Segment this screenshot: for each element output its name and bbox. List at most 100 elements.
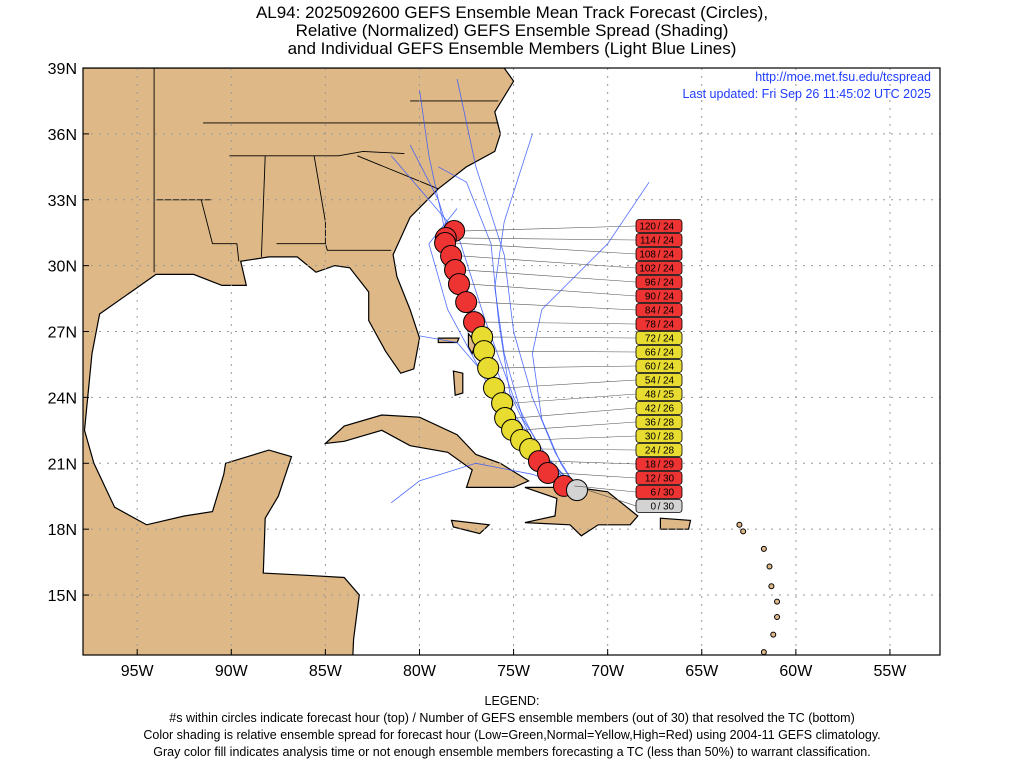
track-point-label: 6/30 bbox=[574, 485, 683, 499]
member-count-label: 28 bbox=[663, 418, 675, 429]
label-swatch bbox=[635, 401, 683, 415]
label-swatch bbox=[635, 499, 683, 513]
leader-line bbox=[515, 407, 637, 419]
leader-line bbox=[464, 225, 637, 232]
leader-line bbox=[456, 237, 637, 241]
forecast-hour-label: 42 bbox=[645, 404, 657, 415]
state-border bbox=[200, 199, 240, 262]
label-swatch bbox=[635, 233, 683, 247]
ensemble-member-track bbox=[456, 78, 578, 490]
forecast-hour-label: 0 bbox=[650, 502, 656, 513]
x-tick-label: 60W bbox=[779, 663, 813, 680]
label-separator: / bbox=[658, 376, 661, 387]
y-tick-label: 15N bbox=[48, 588, 77, 605]
track-point-label: 30/28 bbox=[531, 429, 683, 443]
track-circle bbox=[477, 356, 500, 379]
label-swatch bbox=[635, 429, 683, 443]
island bbox=[760, 649, 767, 655]
leader-line bbox=[461, 255, 637, 269]
island bbox=[774, 614, 781, 621]
map-frame bbox=[82, 67, 941, 656]
forecast-hour-label: 102 bbox=[639, 264, 656, 275]
member-count-label: 24 bbox=[663, 236, 675, 247]
track-point-label: 102/24 bbox=[461, 255, 683, 275]
label-separator: / bbox=[658, 446, 661, 457]
leader-line bbox=[549, 460, 637, 465]
label-separator: / bbox=[658, 474, 661, 485]
chart-title-line-2: Relative (Normalized) GEFS Ensemble Spre… bbox=[295, 21, 729, 40]
label-separator: / bbox=[658, 250, 661, 261]
member-count-label: 24 bbox=[663, 334, 675, 345]
y-tick-label: 39N bbox=[48, 61, 77, 78]
track-point-label: 120/24 bbox=[464, 219, 683, 233]
forecast-hour-label: 12 bbox=[645, 474, 657, 485]
member-count-label: 28 bbox=[663, 446, 675, 457]
label-swatch bbox=[635, 387, 683, 401]
track-point-label: 114/24 bbox=[456, 233, 683, 247]
leader-line bbox=[540, 448, 637, 451]
source-url[interactable]: http://moe.met.fsu.edu/tcspread bbox=[755, 70, 931, 84]
forecast-hour-label: 60 bbox=[645, 362, 657, 373]
legend-line-3: Gray color fill indicates analysis time … bbox=[153, 745, 871, 759]
legend-heading: LEGEND: bbox=[484, 694, 540, 708]
island bbox=[768, 583, 775, 590]
track-point-label: 60/24 bbox=[498, 359, 683, 373]
track-circle bbox=[455, 291, 478, 314]
label-swatch bbox=[635, 331, 683, 345]
track-point-label: 96/24 bbox=[465, 269, 683, 289]
leader-line bbox=[531, 435, 637, 441]
label-separator: / bbox=[658, 460, 661, 471]
member-count-label: 25 bbox=[663, 390, 675, 401]
leader-line bbox=[455, 242, 637, 255]
forecast-hour-label: 18 bbox=[645, 460, 657, 471]
member-count-label: 24 bbox=[663, 306, 675, 317]
label-swatch bbox=[635, 457, 683, 471]
member-count-label: 26 bbox=[663, 404, 675, 415]
label-swatch bbox=[635, 359, 683, 373]
ensemble-member-track bbox=[531, 181, 650, 490]
chart-title-line-1: AL94: 2025092600 GEFS Ensemble Mean Trac… bbox=[255, 3, 769, 22]
leader-line bbox=[484, 321, 637, 325]
leader-line bbox=[504, 379, 637, 389]
label-swatch bbox=[635, 247, 683, 261]
x-tick-label: 75W bbox=[497, 663, 531, 680]
track-point-label: 48/25 bbox=[512, 387, 683, 404]
axis-ticks: 95W 90W 85W 80W 75W 70W 65W 60W 55W 15N 18N 21N 24N 2… bbox=[48, 61, 908, 680]
label-swatch bbox=[635, 219, 683, 233]
y-tick-label: 24N bbox=[48, 390, 77, 407]
forecast-hour-label: 90 bbox=[645, 292, 657, 303]
x-tick-label: 55W bbox=[873, 663, 907, 680]
state-border bbox=[260, 155, 266, 257]
y-tick-label: 33N bbox=[48, 193, 77, 210]
chart-title-line-3: and Individual GEFS Ensemble Members (Li… bbox=[287, 39, 737, 58]
leader-line bbox=[476, 301, 637, 311]
land-north-america bbox=[83, 68, 515, 655]
label-swatch bbox=[635, 261, 683, 275]
track-point bbox=[455, 291, 478, 314]
forecast-hour-label: 78 bbox=[645, 320, 657, 331]
island bbox=[736, 521, 743, 528]
track-point-label: 24/28 bbox=[540, 443, 683, 457]
label-separator: / bbox=[658, 236, 661, 247]
land-jamaica bbox=[450, 519, 491, 535]
x-tick-label: 80W bbox=[403, 663, 437, 680]
label-swatch bbox=[635, 443, 683, 457]
member-count-label: 24 bbox=[663, 278, 675, 289]
leader-line bbox=[492, 336, 637, 339]
leader-line bbox=[512, 393, 637, 404]
label-swatch bbox=[635, 415, 683, 429]
x-tick-label: 70W bbox=[591, 663, 625, 680]
forecast-hour-label: 114 bbox=[640, 236, 656, 247]
member-count-label: 24 bbox=[663, 362, 675, 373]
leader-line bbox=[469, 283, 637, 297]
forecast-hour-label: 48 bbox=[645, 390, 657, 401]
leader-line bbox=[465, 269, 637, 283]
y-tick-label: 36N bbox=[48, 127, 77, 144]
member-count-label: 24 bbox=[663, 320, 675, 331]
forecast-hour-label: 84 bbox=[645, 306, 657, 317]
track-point-label: 12/30 bbox=[558, 471, 683, 485]
member-count-label: 24 bbox=[663, 348, 675, 359]
track-point-label: 0/30 bbox=[587, 489, 683, 513]
island bbox=[766, 563, 773, 570]
label-swatch bbox=[635, 289, 683, 303]
